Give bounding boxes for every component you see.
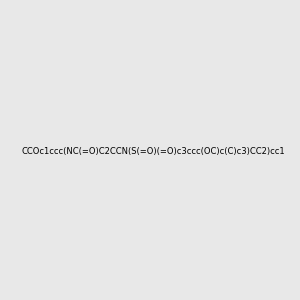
Text: CCOc1ccc(NC(=O)C2CCN(S(=O)(=O)c3ccc(OC)c(C)c3)CC2)cc1: CCOc1ccc(NC(=O)C2CCN(S(=O)(=O)c3ccc(OC)c… [22, 147, 286, 156]
